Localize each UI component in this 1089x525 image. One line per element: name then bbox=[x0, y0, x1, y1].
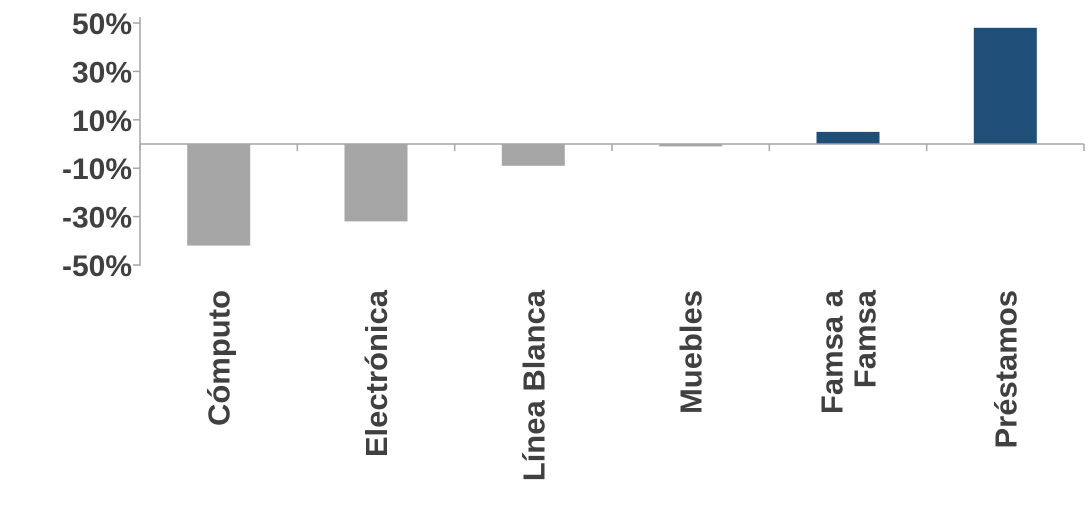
axis-layer bbox=[133, 17, 1085, 266]
y-tick-label: 50% bbox=[72, 8, 132, 41]
x-tick-label-line: Famsa a bbox=[815, 289, 850, 414]
x-tick-label: Línea Blanca bbox=[516, 289, 551, 481]
x-tick-label: Electrónica bbox=[359, 289, 394, 457]
bar bbox=[501, 144, 565, 166]
bars-layer bbox=[187, 27, 1037, 246]
x-tick-label: Cómputo bbox=[202, 290, 237, 426]
bar bbox=[344, 144, 408, 222]
x-tick-label-line: Electrónica bbox=[359, 289, 394, 457]
x-tick-label: Famsa aFamsa bbox=[815, 289, 883, 414]
y-tick-label: -10% bbox=[62, 153, 132, 186]
x-tick-label: Préstamos bbox=[988, 290, 1023, 449]
y-tick-label: 30% bbox=[72, 56, 132, 89]
bar bbox=[187, 144, 251, 246]
bar bbox=[973, 27, 1037, 144]
x-tick-label-line: Préstamos bbox=[988, 290, 1023, 449]
y-tick-label: 10% bbox=[72, 105, 132, 138]
x-tick-label-line: Muebles bbox=[674, 290, 709, 414]
bar bbox=[659, 144, 723, 147]
x-tick-label-line: Línea Blanca bbox=[516, 289, 551, 481]
y-tick-label: -50% bbox=[62, 250, 132, 283]
bar bbox=[816, 131, 880, 144]
x-tick-label-line: Famsa bbox=[848, 289, 883, 388]
x-tick-label: Muebles bbox=[674, 290, 709, 414]
x-tick-label-line: Cómputo bbox=[202, 290, 237, 426]
labels-layer: 50% 30% 10% -10% -30% -50% Cómputo Electrónica L… bbox=[62, 8, 1023, 481]
y-tick-label: -30% bbox=[62, 202, 132, 235]
